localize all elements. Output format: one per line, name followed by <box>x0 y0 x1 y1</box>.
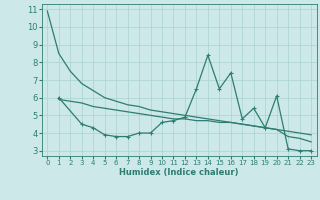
X-axis label: Humidex (Indice chaleur): Humidex (Indice chaleur) <box>119 168 239 177</box>
